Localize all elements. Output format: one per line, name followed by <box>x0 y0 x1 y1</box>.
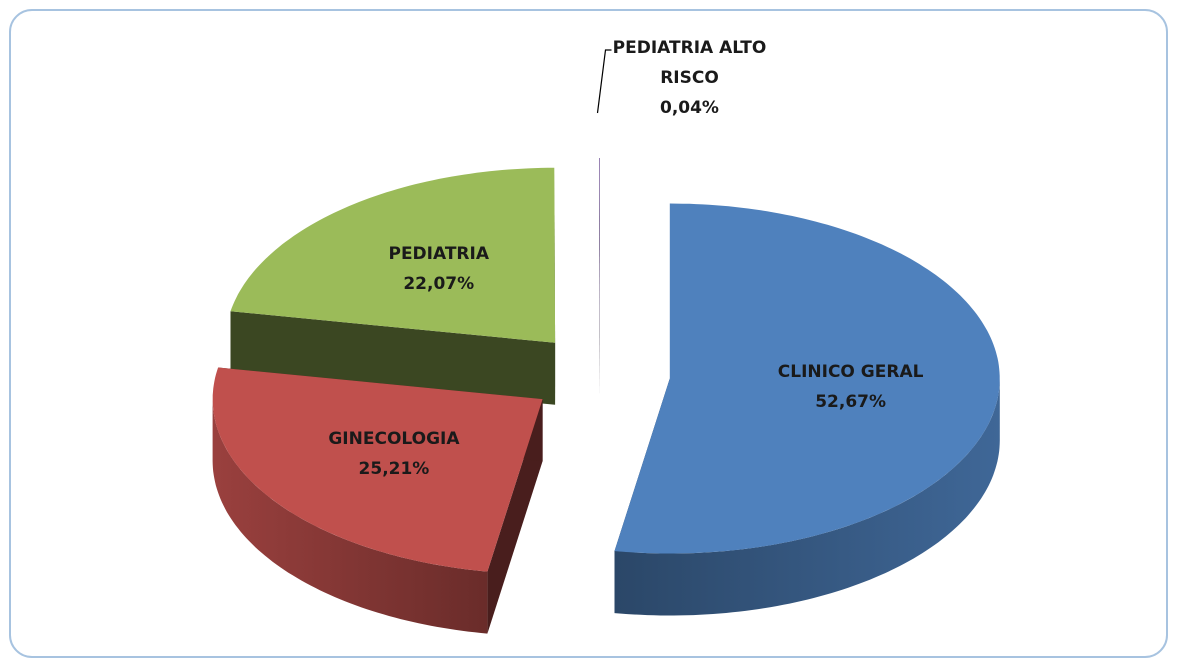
data-label: PEDIATRIA ALTO RISCO 0,04% <box>604 33 774 123</box>
value-label: 22,07% <box>403 273 475 294</box>
value-label: 52,67% <box>815 391 887 412</box>
slice <box>599 158 600 333</box>
slice <box>212 367 543 572</box>
category-label: PEDIATRIA ALTO RISCO <box>612 38 767 88</box>
slice <box>230 167 556 343</box>
data-label: PEDIATRIA 22,07% <box>339 239 539 299</box>
slice-side <box>599 158 600 395</box>
value-label: 0,04% <box>659 98 719 118</box>
slice-wall <box>212 399 488 634</box>
data-label: GINECOLOGIA 25,21% <box>294 424 494 484</box>
slice-side <box>230 311 556 405</box>
slice-wall <box>614 378 1000 616</box>
leader-line <box>596 49 612 114</box>
category-label: PEDIATRIA <box>388 243 489 264</box>
category-label: GINECOLOGIA <box>328 429 460 450</box>
chart-frame <box>9 9 1168 658</box>
value-label: 25,21% <box>358 459 430 480</box>
category-label: CLINICO GERAL <box>777 361 924 382</box>
slice <box>614 203 1000 554</box>
data-label: CLINICO GERAL 52,67% <box>751 357 951 417</box>
